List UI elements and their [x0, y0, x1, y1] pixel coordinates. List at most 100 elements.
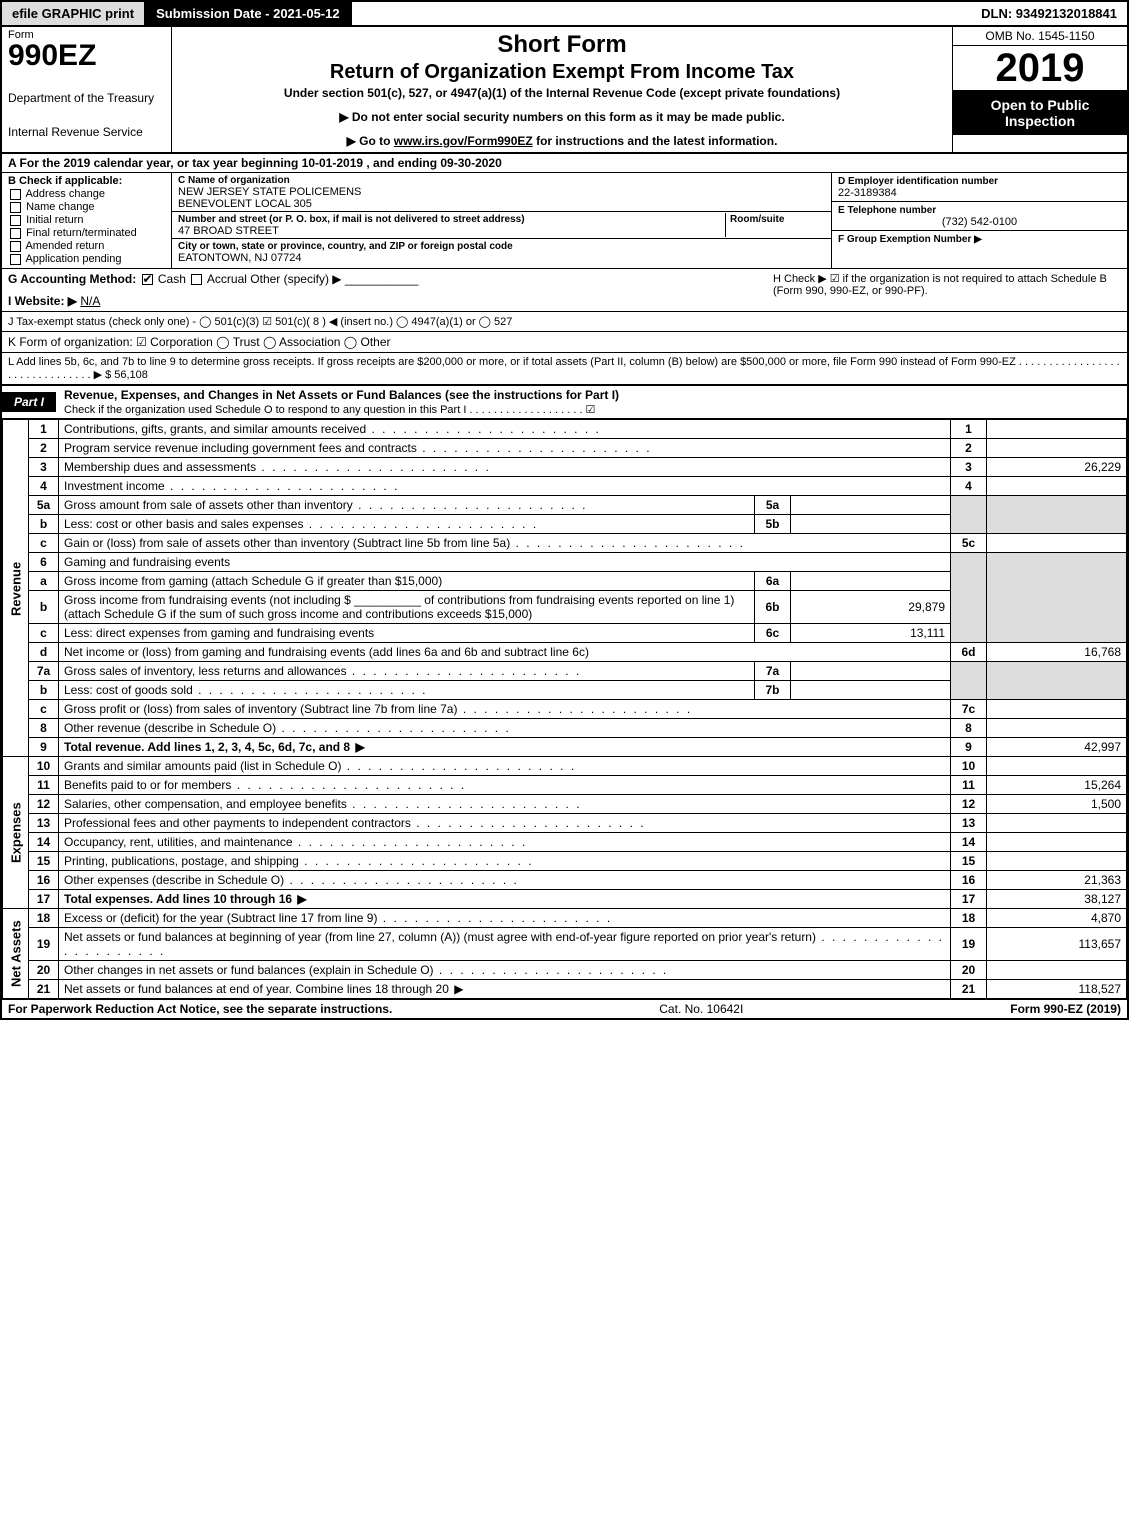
efile-print-button[interactable]: efile GRAPHIC print	[2, 2, 146, 25]
ln-4: 4	[29, 477, 59, 496]
ln-8: 8	[29, 719, 59, 738]
mv-6c: 13,111	[791, 624, 951, 643]
v-14	[987, 833, 1127, 852]
lbl-accrual: Accrual	[207, 272, 247, 286]
d-6: Gaming and fundraising events	[59, 553, 951, 572]
d-6c: Less: direct expenses from gaming and fu…	[59, 624, 755, 643]
phone-value: (732) 542-0100	[838, 216, 1121, 228]
d-12: Salaries, other compensation, and employ…	[59, 795, 951, 814]
header-mid: Short Form Return of Organization Exempt…	[172, 27, 952, 152]
org-street: 47 BROAD STREET	[178, 225, 279, 237]
rn-16: 16	[951, 871, 987, 890]
ln-12: 12	[29, 795, 59, 814]
ln-5b: b	[29, 515, 59, 534]
irs-link[interactable]: www.irs.gov/Form990EZ	[394, 134, 533, 148]
ln-18: 18	[29, 909, 59, 928]
tax-year: 2019	[953, 46, 1127, 91]
footer-left: For Paperwork Reduction Act Notice, see …	[8, 1002, 392, 1016]
mn-7b: 7b	[755, 681, 791, 700]
d-19: Net assets or fund balances at beginning…	[59, 928, 951, 961]
part-i-label: Part I	[2, 392, 56, 412]
mv-6a	[791, 572, 951, 591]
block-b-label: B Check if applicable:	[8, 175, 165, 187]
ln-5c: c	[29, 534, 59, 553]
v-5c	[987, 534, 1127, 553]
e-label: E Telephone number	[838, 205, 936, 216]
lbl-address-change: Address change	[25, 188, 105, 200]
expenses-section-label: Expenses	[3, 757, 29, 909]
d-7b: Less: cost of goods sold	[59, 681, 755, 700]
ln-1: 1	[29, 420, 59, 439]
part-i-check-note: Check if the organization used Schedule …	[64, 404, 595, 416]
d-8: Other revenue (describe in Schedule O)	[59, 719, 951, 738]
chk-final-return[interactable]: Final return/terminated	[8, 227, 165, 239]
block-def: D Employer identification number 22-3189…	[832, 173, 1127, 268]
rn-1: 1	[951, 420, 987, 439]
ein-value: 22-3189384	[838, 187, 897, 199]
v-20	[987, 961, 1127, 980]
goto-note: ▶ Go to www.irs.gov/Form990EZ for instru…	[180, 134, 944, 148]
mn-6b: 6b	[755, 591, 791, 624]
d-20: Other changes in net assets or fund bala…	[59, 961, 951, 980]
v-17: 38,127	[987, 890, 1127, 909]
mn-7a: 7a	[755, 662, 791, 681]
chk-name-change[interactable]: Name change	[8, 201, 165, 213]
d-4: Investment income	[59, 477, 951, 496]
lbl-other: Other (specify) ▶	[250, 272, 341, 286]
g-label: G Accounting Method:	[8, 272, 136, 286]
ln-6d: d	[29, 643, 59, 662]
d-6d: Net income or (loss) from gaming and fun…	[59, 643, 951, 662]
part-i-title-text: Revenue, Expenses, and Changes in Net As…	[64, 388, 619, 402]
goto-post: for instructions and the latest informat…	[536, 134, 777, 148]
d-6b: Gross income from fundraising events (no…	[59, 591, 755, 624]
ln-9: 9	[29, 738, 59, 757]
header-left: Form 990EZ Department of the Treasury In…	[2, 27, 172, 152]
chk-initial-return[interactable]: Initial return	[8, 214, 165, 226]
topbar-spacer	[352, 2, 972, 25]
ln-5a: 5a	[29, 496, 59, 515]
d-label: D Employer identification number	[838, 176, 998, 187]
row-k: K Form of organization: ☑ Corporation ◯ …	[2, 332, 1127, 353]
ln-6b: b	[29, 591, 59, 624]
v-16: 21,363	[987, 871, 1127, 890]
ln-19: 19	[29, 928, 59, 961]
form-page: efile GRAPHIC print Submission Date - 20…	[0, 0, 1129, 1020]
tax-period: A For the 2019 calendar year, or tax yea…	[2, 154, 1127, 173]
form-number: 990EZ	[8, 41, 165, 71]
mn-6c: 6c	[755, 624, 791, 643]
mv-6b: 29,879	[791, 591, 951, 624]
d-13: Professional fees and other payments to …	[59, 814, 951, 833]
d-16: Other expenses (describe in Schedule O)	[59, 871, 951, 890]
org-name-1: NEW JERSEY STATE POLICEMENS	[178, 186, 361, 198]
mn-5b: 5b	[755, 515, 791, 534]
v-12: 1,500	[987, 795, 1127, 814]
ln-13: 13	[29, 814, 59, 833]
rn-5c: 5c	[951, 534, 987, 553]
org-city: EATONTOWN, NJ 07724	[178, 252, 301, 264]
chk-address-change[interactable]: Address change	[8, 188, 165, 200]
mv-7b	[791, 681, 951, 700]
chk-cash[interactable]	[142, 274, 153, 285]
rn-5ab-shade	[951, 496, 987, 534]
mv-7a	[791, 662, 951, 681]
rn-8: 8	[951, 719, 987, 738]
d-7c: Gross profit or (loss) from sales of inv…	[59, 700, 951, 719]
website-value: N/A	[80, 294, 100, 308]
d-14: Occupancy, rent, utilities, and maintena…	[59, 833, 951, 852]
chk-application-pending[interactable]: Application pending	[8, 253, 165, 265]
lbl-final-return: Final return/terminated	[26, 227, 137, 239]
lbl-application-pending: Application pending	[25, 253, 121, 265]
ln-10: 10	[29, 757, 59, 776]
netassets-section-label: Net Assets	[3, 909, 29, 999]
rn-17: 17	[951, 890, 987, 909]
mv-5b	[791, 515, 951, 534]
v-10	[987, 757, 1127, 776]
omb-number: OMB No. 1545-1150	[953, 27, 1127, 46]
main-title: Return of Organization Exempt From Incom…	[180, 61, 944, 84]
ln-15: 15	[29, 852, 59, 871]
chk-amended-return[interactable]: Amended return	[8, 240, 165, 252]
ln-2: 2	[29, 439, 59, 458]
footer-right: Form 990-EZ (2019)	[1010, 1002, 1121, 1016]
chk-accrual[interactable]	[191, 274, 202, 285]
d-10: Grants and similar amounts paid (list in…	[59, 757, 951, 776]
